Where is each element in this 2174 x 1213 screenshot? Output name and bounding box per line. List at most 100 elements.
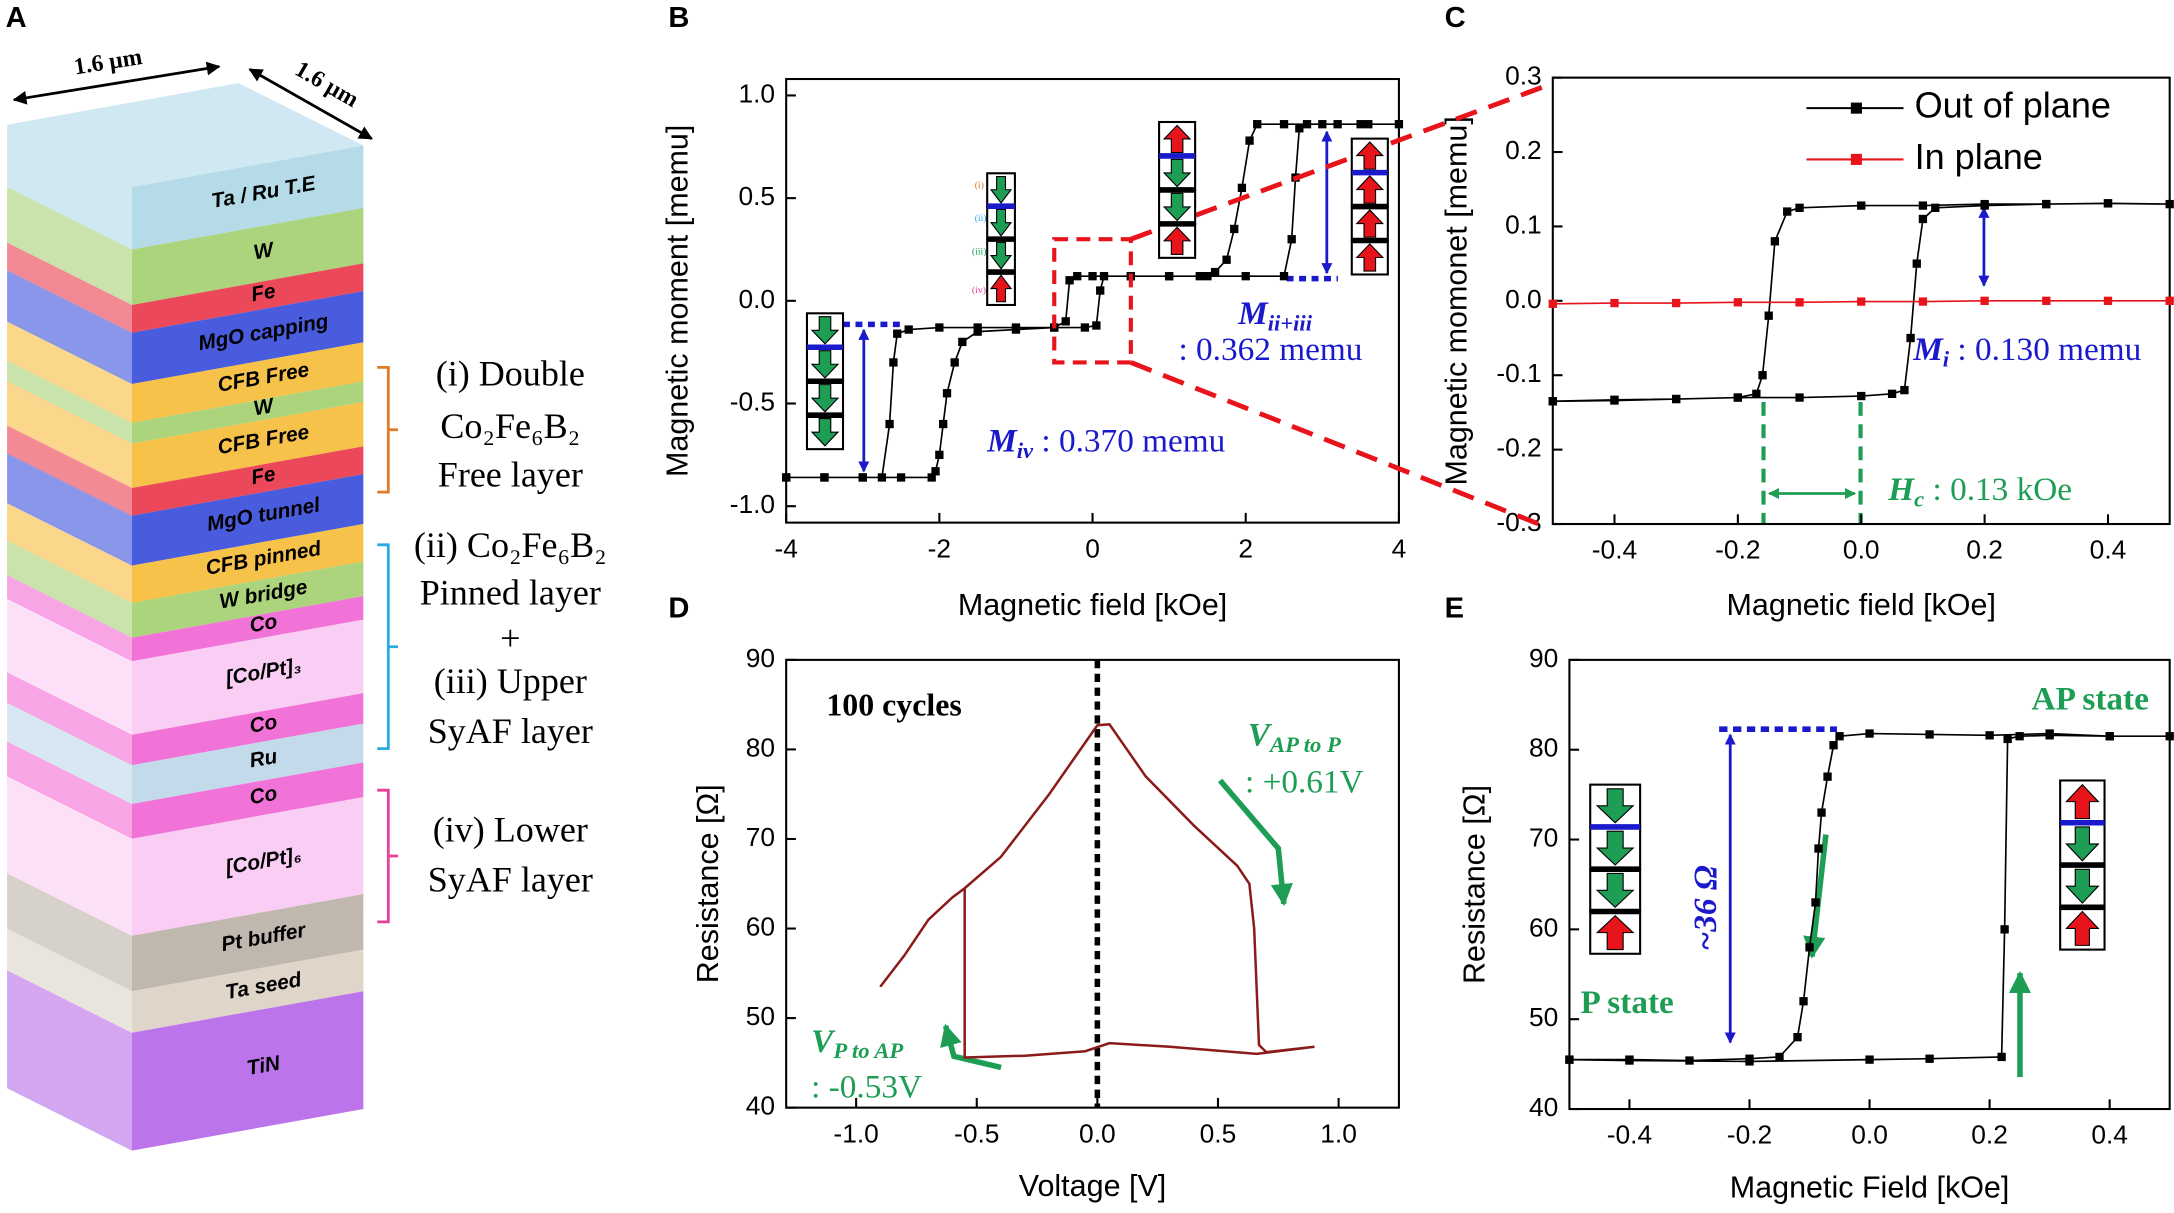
layer-left-face	[7, 321, 132, 423]
data-marker	[1333, 120, 1342, 129]
y-axis-label: Resistance [Ω]	[1458, 785, 1492, 984]
x-tick-label: 0.4	[2090, 535, 2127, 565]
annotation-part: : 0.130 memu	[1949, 331, 2142, 368]
x-tick-label: 0.0	[1843, 535, 1880, 565]
layer-front-face	[131, 619, 364, 735]
data-marker	[2042, 296, 2051, 305]
panel-label: A	[6, 2, 27, 34]
x-tick-label: -0.4	[1592, 535, 1637, 565]
data-marker	[1985, 731, 1994, 740]
legend-marker	[1850, 102, 1862, 114]
sweep-arrow	[940, 1023, 1002, 1071]
data-marker	[1980, 296, 1989, 305]
icon-arrow	[810, 316, 840, 345]
icon-arrow	[1162, 124, 1192, 154]
data-marker	[939, 419, 948, 429]
data-marker	[858, 473, 867, 482]
annotation: VAP to P	[1248, 716, 1341, 757]
data-marker	[1295, 124, 1304, 133]
dimension-arrow	[12, 61, 221, 105]
icon-arrow	[1595, 788, 1635, 824]
x-tick-label: 0.0	[1851, 1120, 1888, 1150]
data-marker	[1918, 214, 1928, 224]
annotation: Miv : 0.370 memu	[986, 422, 1225, 463]
data-marker	[1565, 1055, 1574, 1064]
plot-frame	[785, 658, 1400, 1109]
data-marker	[1925, 1054, 1934, 1063]
data-marker	[1817, 808, 1826, 817]
layer-front-face	[131, 524, 364, 604]
annotation: 100 cycles	[826, 688, 961, 723]
layer-label: Ru	[248, 745, 280, 773]
annotation-part: 100 cycles	[826, 688, 961, 723]
annotation: : +0.61V	[1245, 763, 1364, 800]
data-marker	[1783, 207, 1792, 216]
y-tick-label: 60	[746, 911, 775, 941]
layer-front-face	[131, 561, 364, 638]
annotation: (iii)	[972, 247, 987, 258]
y-tick-label: 40	[1529, 1092, 1558, 1122]
icon-arrow	[2065, 868, 2100, 904]
annotation-part: (ii)	[975, 213, 987, 224]
layer-left-face	[7, 970, 132, 1151]
annotation-part: ii+iii	[1268, 311, 1313, 336]
data-marker	[1835, 732, 1844, 741]
data-marker	[1770, 237, 1780, 246]
data-marker	[1745, 1057, 1754, 1066]
icon-arrow	[810, 418, 840, 447]
data-marker	[1099, 272, 1109, 281]
y-tick-label: 40	[746, 1091, 775, 1121]
data-marker	[958, 337, 967, 347]
sweep-arrow	[1803, 834, 1829, 959]
data-marker	[1610, 298, 1619, 308]
y-axis-label: Resistance [Ω]	[691, 784, 725, 983]
layer-front-face	[131, 402, 364, 488]
x-axis-label: Magnetic field [kOe]	[1727, 588, 1996, 622]
data-marker	[1073, 272, 1082, 281]
zoom-line	[1130, 83, 1547, 242]
annotation-part: M	[1237, 295, 1269, 332]
annotation-part: V	[1248, 716, 1273, 753]
group-label: SyAF layer	[428, 711, 593, 751]
data-marker	[1795, 393, 1804, 402]
x-tick-label: 2	[1238, 533, 1253, 563]
icon-arrow	[1355, 243, 1385, 272]
annotation-part: iv	[1017, 438, 1034, 463]
data-marker	[1758, 371, 1767, 380]
data-marker	[1900, 385, 1909, 395]
layer-left-face	[7, 124, 132, 250]
data-marker	[2165, 296, 2174, 305]
data-marker	[1287, 235, 1296, 244]
y-tick-label: -0.2	[1496, 433, 1541, 463]
y-tick-label: -0.5	[730, 386, 775, 416]
data-marker	[1253, 120, 1262, 129]
data-marker	[1918, 201, 1928, 210]
data-marker	[2165, 199, 2174, 209]
layer-left-face	[7, 672, 132, 766]
layer-left-face	[7, 540, 132, 638]
data-marker	[1829, 741, 1838, 750]
annotation-part: (iv)	[972, 285, 986, 296]
annotation: (ii)	[975, 213, 987, 224]
x-tick-label: -0.5	[954, 1118, 999, 1148]
data-marker	[782, 473, 791, 482]
group-label: SyAF layer	[428, 859, 593, 899]
zoom-box	[1052, 237, 1133, 365]
data-line	[879, 723, 1315, 1059]
layer-left-face	[7, 741, 132, 839]
y-tick-label: 90	[1529, 643, 1558, 673]
data-marker	[2103, 199, 2113, 208]
icon-arrow	[989, 241, 1013, 270]
icon-arrow	[2065, 783, 2100, 820]
icon-arrow	[1595, 830, 1635, 866]
layer-left-face	[7, 776, 132, 936]
data-marker	[820, 473, 829, 482]
data-marker	[1394, 120, 1404, 129]
data-marker	[935, 323, 944, 332]
annotation: ~36 Ω	[1687, 865, 1724, 951]
data-marker	[1925, 730, 1934, 739]
annotation: : 0.362 memu	[1178, 331, 1362, 368]
annotation-part: (iii)	[972, 247, 987, 258]
layer-left-face	[7, 928, 132, 1033]
